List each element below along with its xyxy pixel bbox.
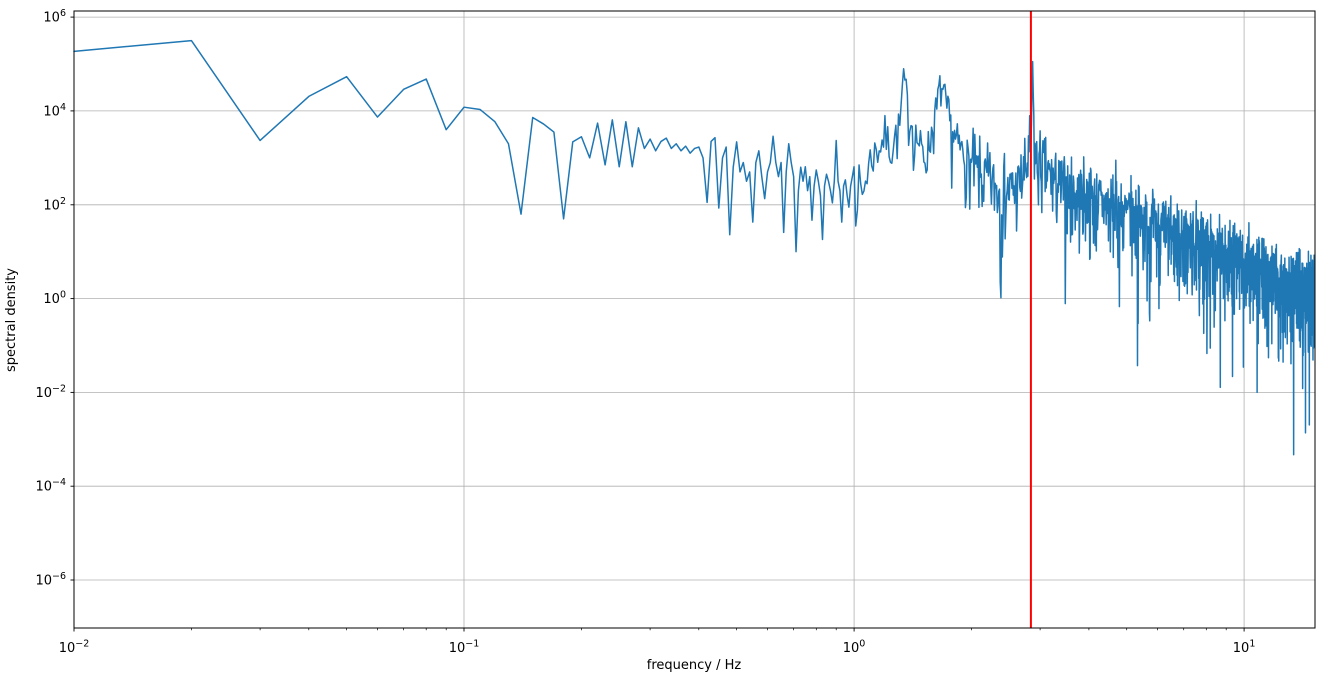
x-axis-label: frequency / Hz (647, 658, 742, 673)
x-tick-label: 10−1 (449, 639, 480, 657)
y-tick-label: 10−2 (35, 383, 66, 401)
x-tick-label: 10−2 (59, 639, 90, 657)
y-tick-label: 104 (43, 102, 66, 120)
grid-layer (73, 11, 1315, 628)
y-tick-label: 10−4 (35, 477, 66, 495)
axes-spines (73, 10, 1316, 629)
x-tick-label: 101 (1233, 639, 1256, 657)
y-axis-label: spectral density (4, 268, 19, 372)
x-tick-label: 100 (843, 639, 866, 657)
series-layer (73, 11, 1316, 628)
axes-layer (70, 10, 1316, 632)
y-tick-label: 102 (43, 196, 66, 214)
spectral-density-curve (73, 39, 1316, 456)
y-tick-label: 106 (43, 8, 66, 26)
y-tick-label: 10−6 (35, 571, 66, 589)
y-tick-label: 100 (43, 290, 66, 308)
tick-label-layer: 10−2 10−1 100 101 106 104 102 100 10−2 10−4 10−6 (35, 8, 1255, 656)
